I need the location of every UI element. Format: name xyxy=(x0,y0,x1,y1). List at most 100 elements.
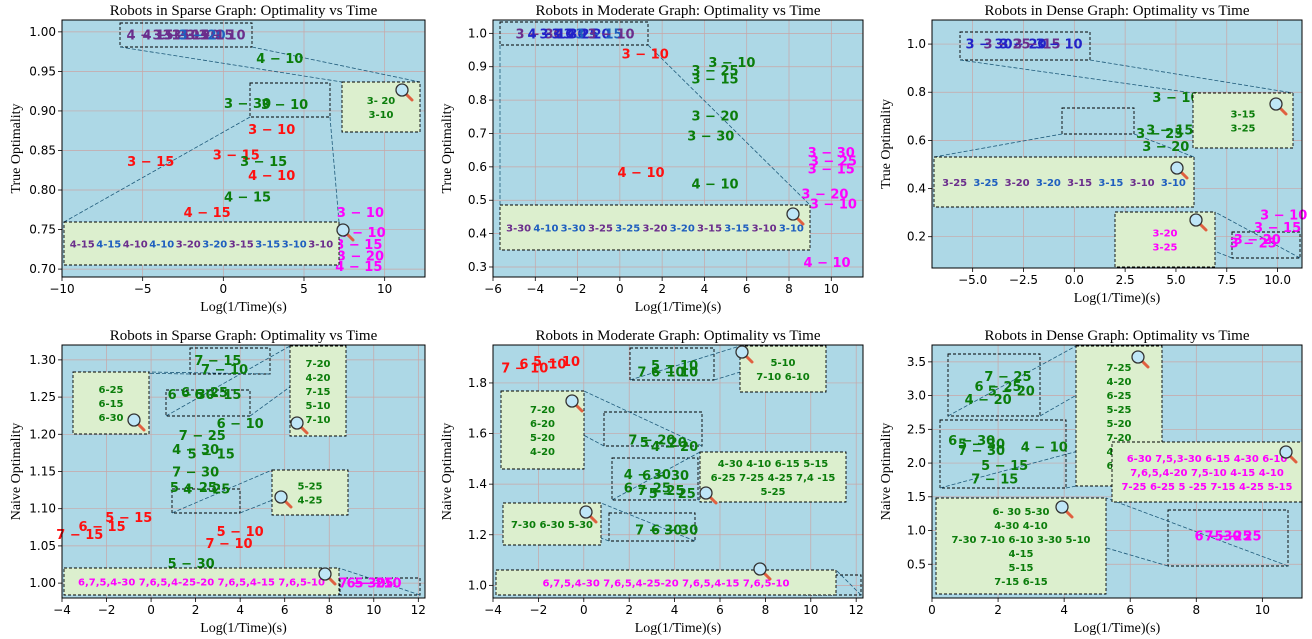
zoom-source-rect xyxy=(189,347,271,375)
point-label: 3 − 25 xyxy=(691,64,738,79)
point-label: 4 − 10 xyxy=(691,178,738,193)
point-label: 4 − 10 xyxy=(617,166,664,181)
magnifier-icon xyxy=(699,486,718,505)
zoom-connector xyxy=(629,345,741,381)
callout-text: 6-25 xyxy=(98,385,123,396)
callout-text: 3-10 xyxy=(752,224,777,235)
callout-box xyxy=(499,204,811,251)
zoom-connector xyxy=(171,469,273,514)
zoom-source-rect xyxy=(1167,509,1289,567)
point-label: 7 − 30 xyxy=(635,523,682,538)
magnifier-icon xyxy=(753,562,772,581)
magnifier-handle xyxy=(299,425,309,435)
magnifier-icon xyxy=(1269,97,1288,116)
x-tick-label: 5.0 xyxy=(1166,273,1185,287)
magnifier-icon xyxy=(1055,500,1074,519)
y-tick-label: 0.5 xyxy=(907,557,926,571)
y-tick-label: 0.3 xyxy=(468,260,487,274)
point-label: 3 − 20 xyxy=(1234,233,1281,248)
callout-text: 7-15 6-15 xyxy=(994,577,1048,588)
callout-text: 3-15 xyxy=(1098,178,1123,189)
callout-text: 7-20 xyxy=(1106,433,1131,444)
y-tick-label: 1.30 xyxy=(29,353,56,367)
magnifier-icon xyxy=(1170,161,1189,180)
callout-text: 5-25 xyxy=(297,482,322,493)
y-tick-label: 0.6 xyxy=(468,160,487,174)
x-tick-label: −5.0 xyxy=(958,273,987,287)
point-label: 7 − 30 xyxy=(172,465,219,480)
point-label: 6 − 10 xyxy=(651,365,698,380)
chart-title: Robots in Moderate Graph: Optimality vs … xyxy=(536,328,821,344)
magnifier-handle xyxy=(795,216,805,226)
zoom-connector xyxy=(1214,211,1301,259)
x-tick-label: −4 xyxy=(526,282,544,296)
zoom-connector xyxy=(647,44,811,206)
x-tick-label: 10 xyxy=(803,603,818,617)
zoom-source-rect xyxy=(611,457,699,501)
callout-text: 4-10 xyxy=(149,240,174,251)
y-axis-label: True Optimality xyxy=(9,103,24,193)
callout-text: 3-25 xyxy=(1230,124,1255,135)
y-tick-label: 0.80 xyxy=(29,183,56,197)
point-label: 4 − 20 xyxy=(651,440,698,455)
point-label: 4 − 15 xyxy=(335,260,382,275)
callout-text: 6-25 xyxy=(1106,391,1131,402)
magnifier-handle xyxy=(1288,454,1298,464)
x-tick-label: −4 xyxy=(484,603,502,617)
cluster-label: 4 − 15 xyxy=(142,29,189,44)
zoom-source-rect xyxy=(119,22,253,48)
x-tick-label: 4 xyxy=(1060,603,1068,617)
magnifier-lens xyxy=(1131,350,1145,364)
chart-title: Robots in Dense Graph: Optimality vs Tim… xyxy=(984,3,1249,19)
point-label: 6 − 30 xyxy=(642,469,689,484)
point-label: 3 − 10 xyxy=(337,206,384,221)
callout-text: 5-20 xyxy=(530,433,555,444)
point-label: 4 − 30 xyxy=(172,443,219,458)
callout-text: 3-10 xyxy=(368,110,393,121)
chart-panel: 0 2 4 6 8 100.51.01.52.02.53.03.57 − 256 − 25… xyxy=(879,328,1303,636)
callout-box xyxy=(63,221,340,266)
magnifier-lens xyxy=(1269,97,1283,111)
magnifier-handle xyxy=(744,354,754,364)
callout-text: 3-20 xyxy=(670,224,695,235)
callout-text: 4-20 xyxy=(305,373,330,384)
point-label: 3 − 15 xyxy=(1146,123,1193,138)
x-tick-label: −4 xyxy=(53,603,71,617)
y-tick-label: 0.75 xyxy=(29,223,56,237)
x-tick-label: 8 xyxy=(762,603,770,617)
point-label: 3 − 10 xyxy=(1260,209,1307,224)
magnifier-icon xyxy=(336,223,355,242)
point-label: 3 − 25 xyxy=(1136,127,1183,142)
callout-text: 7-20 xyxy=(530,405,555,416)
callout-text: 3-15 xyxy=(697,224,722,235)
y-tick-label: 1.4 xyxy=(468,477,487,491)
callout-text: 7-10 6-10 xyxy=(756,372,810,383)
magnifier-lens xyxy=(786,207,800,221)
magnifier-icon xyxy=(1131,350,1150,369)
callout-text: 7-30 7-10 6-10 3-30 5-10 xyxy=(951,535,1090,546)
magnifier-lens xyxy=(274,490,288,504)
point-label: 5 − 25 xyxy=(170,481,217,496)
callout-text: 4-30 4-10 6-15 5-15 xyxy=(718,459,829,470)
y-tick-label: 0.2 xyxy=(907,230,926,244)
callout-text: 7-30 6-30 5-30 xyxy=(511,520,593,531)
callout-text: 7-25 6-25 5 -25 7-15 4-25 5-15 xyxy=(1121,482,1292,493)
point-label: 3 − 15 xyxy=(127,155,174,170)
zoom-connector xyxy=(947,345,1077,417)
x-tick-label: 0 xyxy=(147,603,155,617)
point-label: 4 − 20 xyxy=(965,393,1012,408)
callout-text: 5-25 xyxy=(760,487,785,498)
zoom-connector xyxy=(119,46,343,83)
point-label: 5 − 10 xyxy=(651,359,698,374)
plot-frame xyxy=(492,19,864,278)
x-tick-label: −6 xyxy=(484,282,502,296)
point-label: 7 − 10 xyxy=(201,363,248,378)
callout-text: 5-15 xyxy=(1008,563,1033,574)
y-tick-label: 1.05 xyxy=(29,539,56,553)
x-tick-label: 10.0 xyxy=(1264,273,1291,287)
point-label: 5 − 30 xyxy=(958,437,1005,452)
point-label: 5 − 15 xyxy=(105,511,152,526)
callout-text: 4-15 xyxy=(1008,549,1033,560)
chart-title: Robots in Moderate Graph: Optimality vs … xyxy=(536,3,821,19)
point-label: 3 − 10 xyxy=(248,123,295,138)
